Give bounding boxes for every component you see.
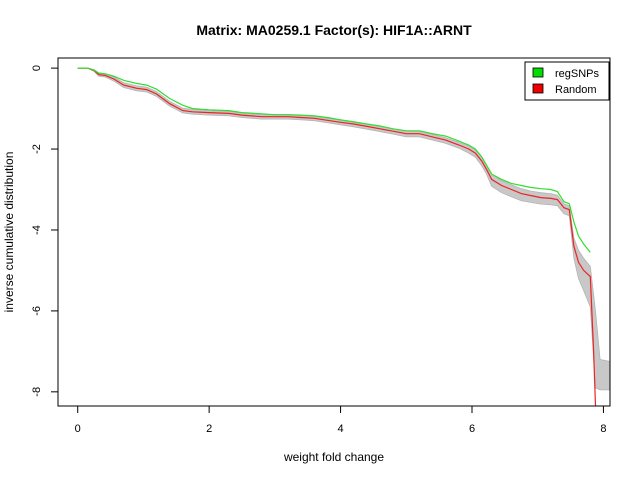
legend-swatch-random bbox=[532, 83, 544, 94]
x-axis-label: weight fold change bbox=[283, 450, 384, 464]
legend-box bbox=[524, 61, 610, 101]
x-tick-label: 4 bbox=[338, 423, 344, 435]
legend-label-regsnps: regSNPs bbox=[555, 68, 600, 80]
legend-label-random: Random bbox=[555, 84, 597, 96]
legend-swatch-regsnps bbox=[532, 67, 544, 78]
y-tick-label: 0 bbox=[31, 65, 43, 71]
y-tick-label: -4 bbox=[31, 225, 43, 235]
legend: regSNPs Random bbox=[524, 61, 610, 101]
x-tick-label: 8 bbox=[600, 423, 606, 435]
chart-title: Matrix: MA0259.1 Factor(s): HIF1A::ARNT bbox=[196, 22, 472, 38]
y-axis-label: inverse cumulative distribution bbox=[2, 152, 16, 313]
x-tick-label: 6 bbox=[469, 423, 475, 435]
y-tick-label: -6 bbox=[31, 306, 43, 316]
x-axis: 0 2 4 6 8 bbox=[75, 405, 606, 435]
series-line-regsnps bbox=[77, 67, 591, 253]
plot-area bbox=[77, 67, 611, 407]
series-line-random bbox=[77, 67, 597, 407]
x-tick-label: 2 bbox=[206, 423, 212, 435]
y-tick-label: -2 bbox=[31, 144, 43, 154]
y-axis: 0 -2 -4 -6 -8 bbox=[31, 65, 59, 397]
y-tick-label: -8 bbox=[31, 387, 43, 397]
random-range-band bbox=[77, 67, 611, 391]
x-tick-label: 0 bbox=[75, 423, 81, 435]
plot-frame bbox=[57, 57, 611, 407]
